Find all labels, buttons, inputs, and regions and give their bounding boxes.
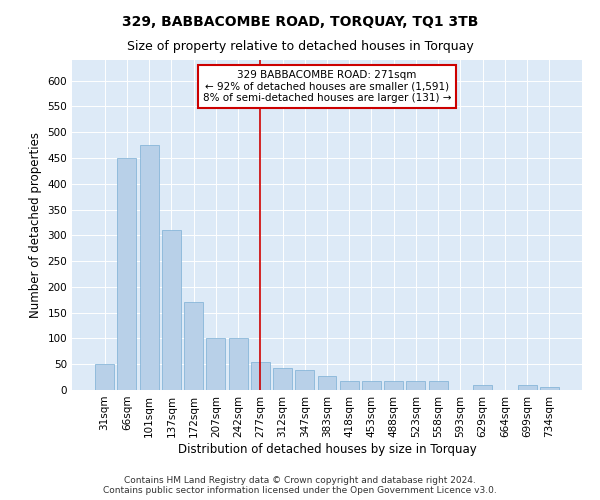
Bar xyxy=(406,381,425,390)
Y-axis label: Number of detached properties: Number of detached properties xyxy=(29,132,42,318)
Bar xyxy=(95,364,114,390)
Bar xyxy=(162,230,181,390)
X-axis label: Distribution of detached houses by size in Torquay: Distribution of detached houses by size … xyxy=(178,442,476,456)
Bar xyxy=(429,381,448,390)
Bar xyxy=(273,368,292,390)
Bar xyxy=(184,302,203,390)
Bar xyxy=(473,385,492,390)
Bar xyxy=(118,158,136,390)
Bar xyxy=(340,380,359,390)
Text: 329, BABBACOMBE ROAD, TORQUAY, TQ1 3TB: 329, BABBACOMBE ROAD, TORQUAY, TQ1 3TB xyxy=(122,15,478,29)
Bar xyxy=(362,381,381,390)
Bar xyxy=(140,145,158,390)
Bar xyxy=(251,362,270,390)
Bar xyxy=(540,388,559,390)
Bar xyxy=(229,338,248,390)
Bar xyxy=(518,385,536,390)
Bar xyxy=(317,376,337,390)
Text: Size of property relative to detached houses in Torquay: Size of property relative to detached ho… xyxy=(127,40,473,53)
Text: 329 BABBACOMBE ROAD: 271sqm
← 92% of detached houses are smaller (1,591)
8% of s: 329 BABBACOMBE ROAD: 271sqm ← 92% of det… xyxy=(203,70,451,103)
Bar xyxy=(384,381,403,390)
Bar xyxy=(206,338,225,390)
Text: Contains HM Land Registry data © Crown copyright and database right 2024.
Contai: Contains HM Land Registry data © Crown c… xyxy=(103,476,497,495)
Bar xyxy=(295,370,314,390)
